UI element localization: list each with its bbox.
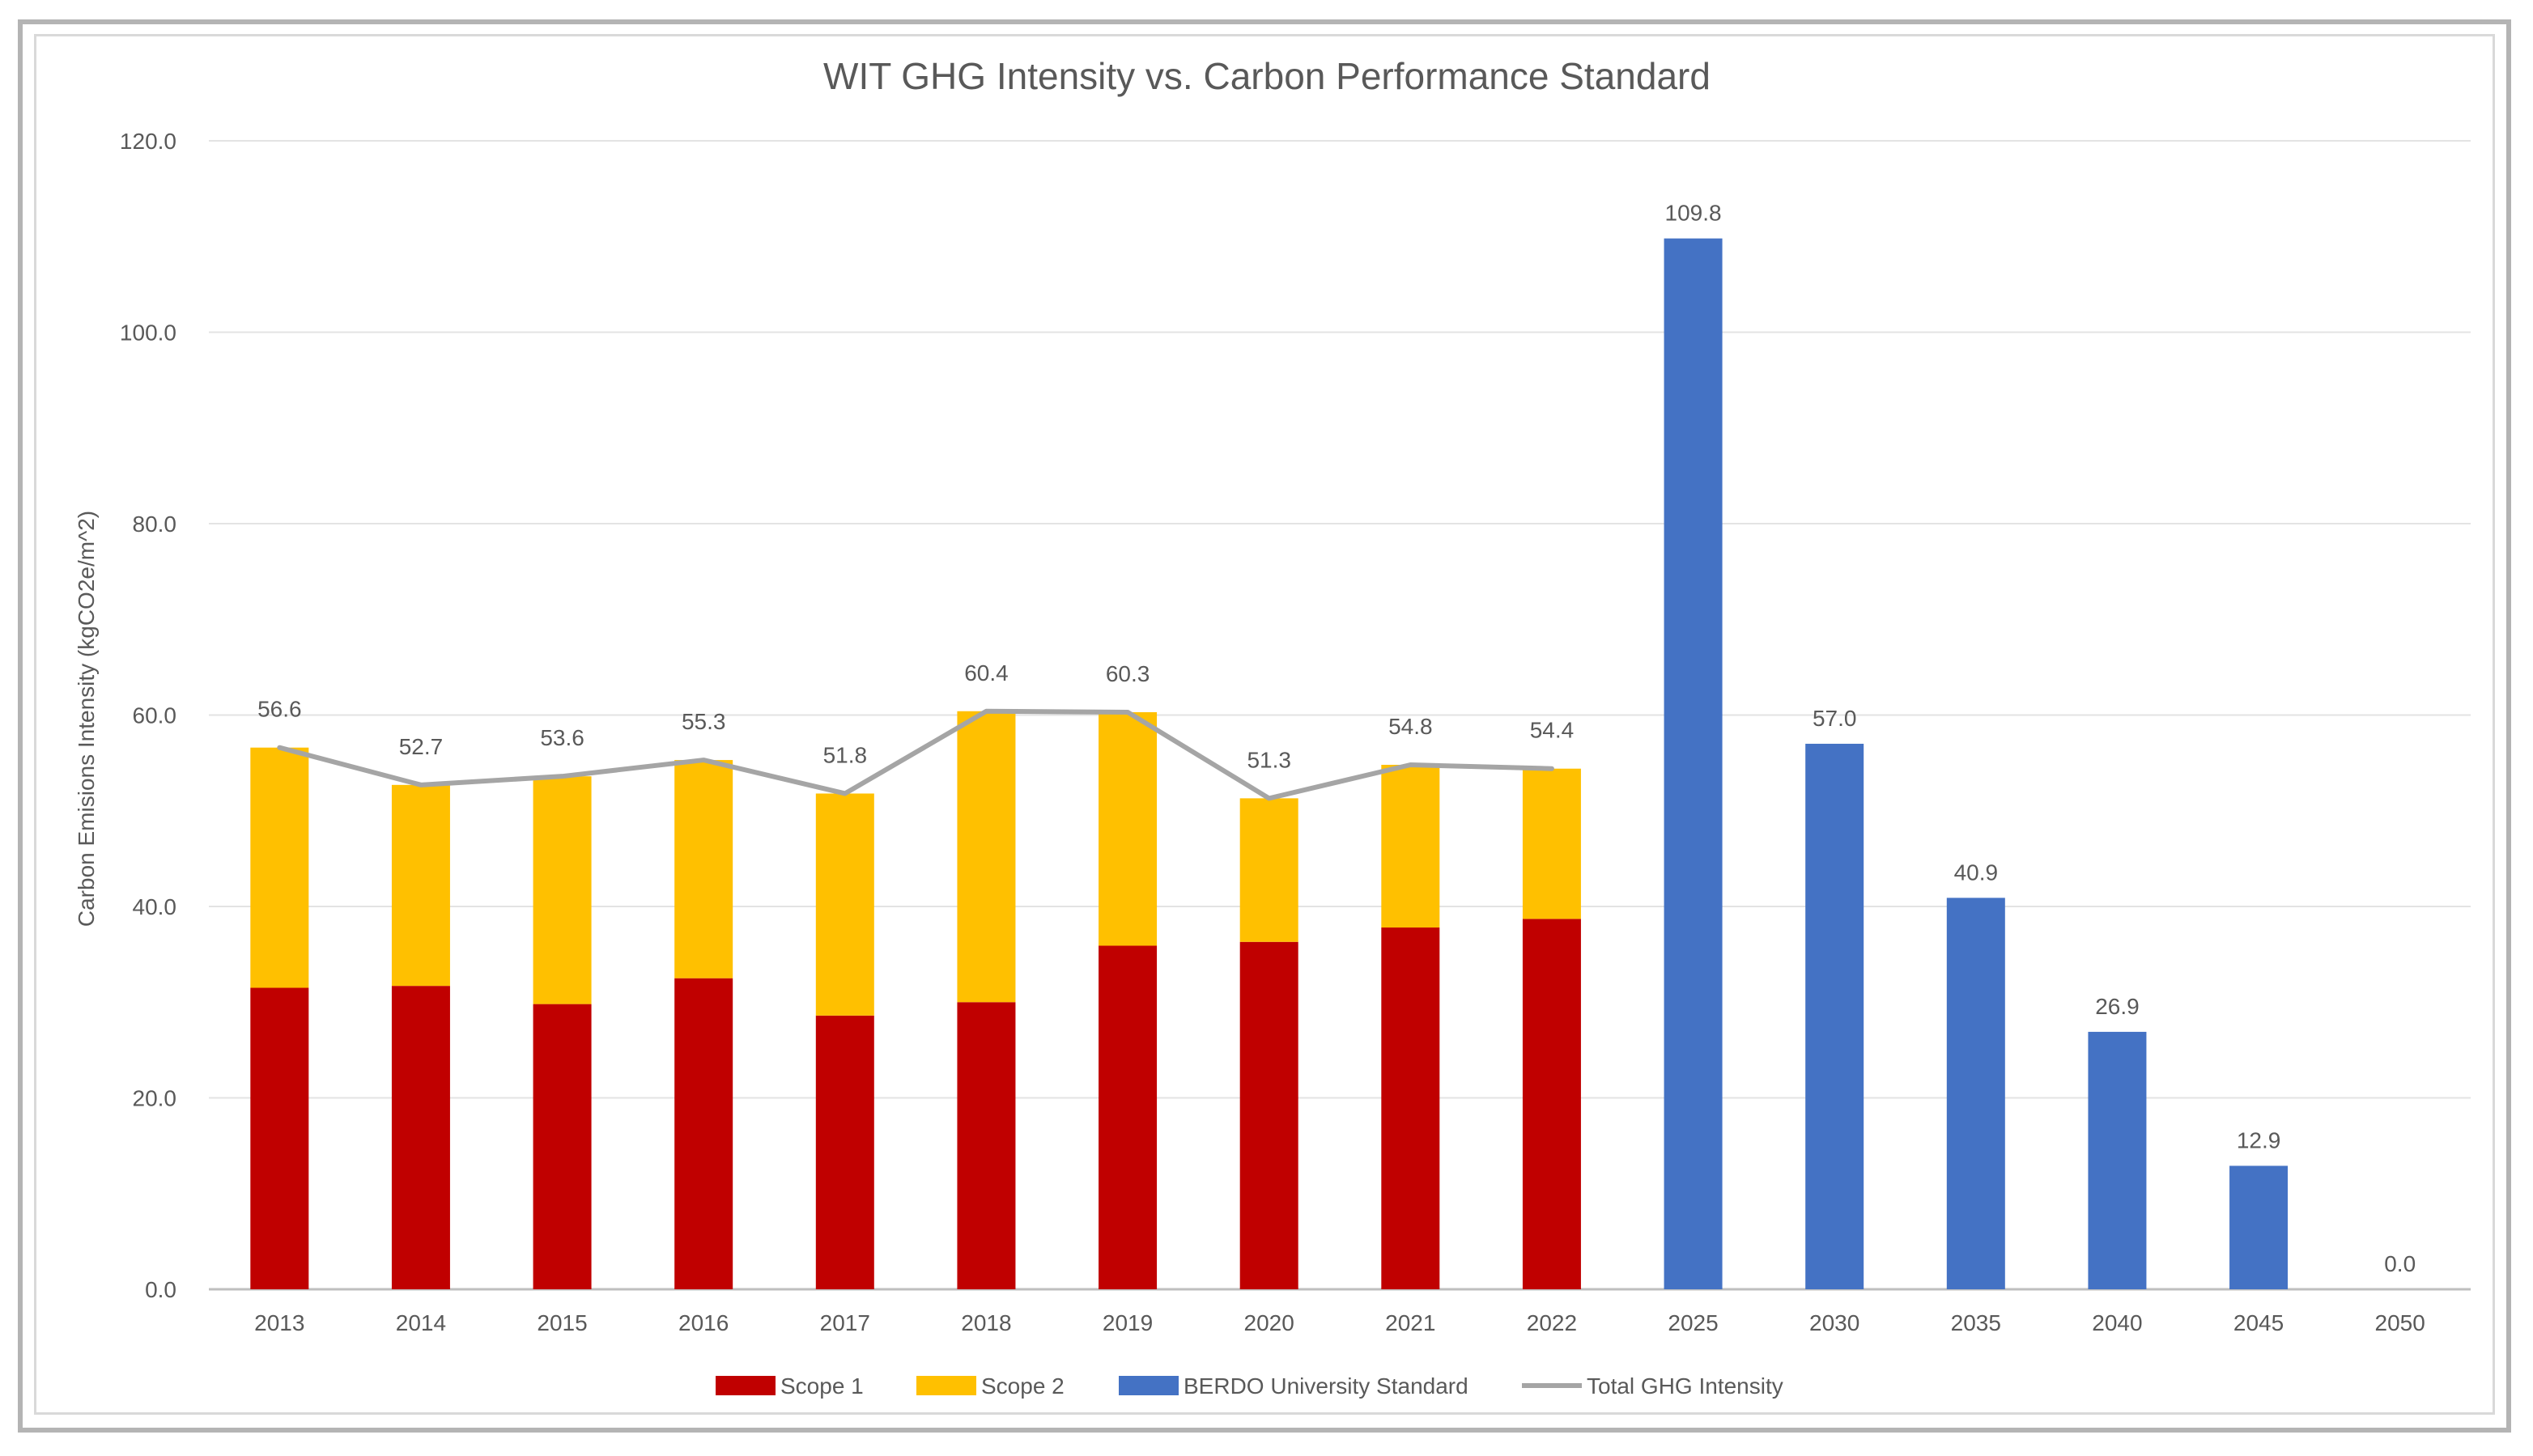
x-tick-label: 2018 [961,1310,1011,1335]
bar-scope-1 [250,987,309,1289]
chart-title: WIT GHG Intensity vs. Carbon Performance… [823,55,1711,97]
bar-scope-1 [533,1004,592,1289]
x-tick-label: 2022 [1527,1310,1577,1335]
data-label-berdo: 26.9 [2095,994,2140,1019]
x-tick-label: 2015 [537,1310,587,1335]
y-tick-label: 20.0 [133,1086,177,1111]
data-label-layer: 109.8 57.0 40.9 26.9 12.9 0.0 56.6 52.7 53.6 55.3… [257,201,2416,1276]
legend-total-ghg-label: Total GHG Intensity [1587,1373,1783,1399]
data-label-berdo: 0.0 [2384,1251,2416,1276]
line-layer [277,708,1554,801]
y-tick-label: 80.0 [133,512,177,537]
legend: Scope 1 Scope 2 BERDO University Standard T… [716,1373,1783,1399]
y-tick-label: 40.0 [133,894,177,919]
data-label-berdo: 40.9 [1954,860,1999,885]
legend-berdo-standard-label: BERDO University Standard [1184,1373,1468,1399]
bar-scope-2 [1381,764,1440,928]
x-tick-label: 2050 [2375,1310,2425,1335]
x-tick-label: 2014 [396,1310,446,1335]
y-tick-label: 0.0 [145,1277,176,1302]
bar-scope-1 [1239,941,1298,1289]
bar-berdo-standard [2088,1031,2147,1289]
bar-scope-2 [533,776,592,1004]
bar-scope-2 [957,711,1016,1003]
y-tick-label: 120.0 [120,129,176,154]
bar-scope-1 [1099,945,1158,1289]
bar-berdo-standard [1805,743,1864,1289]
bar-scope-2 [815,793,874,1016]
data-label-total: 52.7 [399,734,444,759]
legend-scope-1-label: Scope 1 [780,1373,864,1399]
bar-scope-2 [250,747,309,988]
x-tick-label: 2025 [1668,1310,1718,1335]
data-label-berdo: 109.8 [1665,201,1722,226]
x-tick-label: 2030 [1809,1310,1859,1335]
data-label-total: 60.4 [964,660,1009,686]
bar-scope-2 [391,784,450,987]
x-tick-label: 2021 [1385,1310,1435,1335]
bar-scope-2 [1239,798,1298,942]
chart-frame-inner [34,34,2495,1415]
y-tick-labels: 0.0 20.0 40.0 60.0 80.0 100.0 120.0 [120,129,176,1302]
line-total-ghg-intensity [277,708,1554,801]
bar-scope-1 [1381,928,1440,1289]
bar-berdo-standard [2229,1165,2289,1289]
data-label-total: 53.6 [540,725,584,750]
data-label-total: 55.3 [682,709,726,734]
bar-scope-2 [1522,768,1581,919]
bar-scope-1 [815,1015,874,1289]
legend-berdo-standard-swatch [1119,1376,1179,1395]
data-label-total: 51.8 [823,742,868,767]
y-tick-label: 100.0 [120,320,176,346]
data-label-total: 54.4 [1530,718,1575,743]
data-label-total: 51.3 [1247,747,1291,772]
legend-scope-1-swatch [716,1376,776,1395]
data-label-berdo: 57.0 [1813,706,1857,731]
x-tick-label: 2019 [1103,1310,1153,1335]
bar-berdo-standard [1664,238,1723,1289]
bar-scope-1 [1522,919,1581,1289]
bar-berdo-standard [1946,898,2005,1289]
data-label-total: 60.3 [1106,661,1150,686]
legend-scope-2-swatch [916,1376,976,1395]
x-tick-labels: 2013 2014 2015 2016 2017 2018 2019 2020 2021 2022… [254,1310,2425,1335]
bar-scope-1 [674,978,733,1289]
bar-scope-2 [674,760,733,978]
y-tick-label: 60.0 [133,703,177,728]
data-label-berdo: 12.9 [2237,1127,2281,1152]
bar-scope-1 [957,1002,1016,1289]
x-tick-label: 2020 [1244,1310,1294,1335]
x-tick-label: 2045 [2233,1310,2284,1335]
x-tick-label: 2035 [1951,1310,2001,1335]
x-tick-label: 2017 [820,1310,870,1335]
bar-scope-2 [1099,711,1158,946]
data-label-total: 56.6 [257,697,302,722]
legend-scope-2-label: Scope 2 [981,1373,1065,1399]
x-tick-label: 2016 [678,1310,729,1335]
x-tick-label: 2013 [254,1310,304,1335]
bar-scope-1 [391,986,450,1289]
data-label-total: 54.8 [1388,714,1433,739]
bar-layer [250,238,2289,1289]
y-axis-label: Carbon Emisions Intensity (kgCO2e/m^2) [74,511,99,927]
x-tick-label: 2040 [2092,1310,2142,1335]
